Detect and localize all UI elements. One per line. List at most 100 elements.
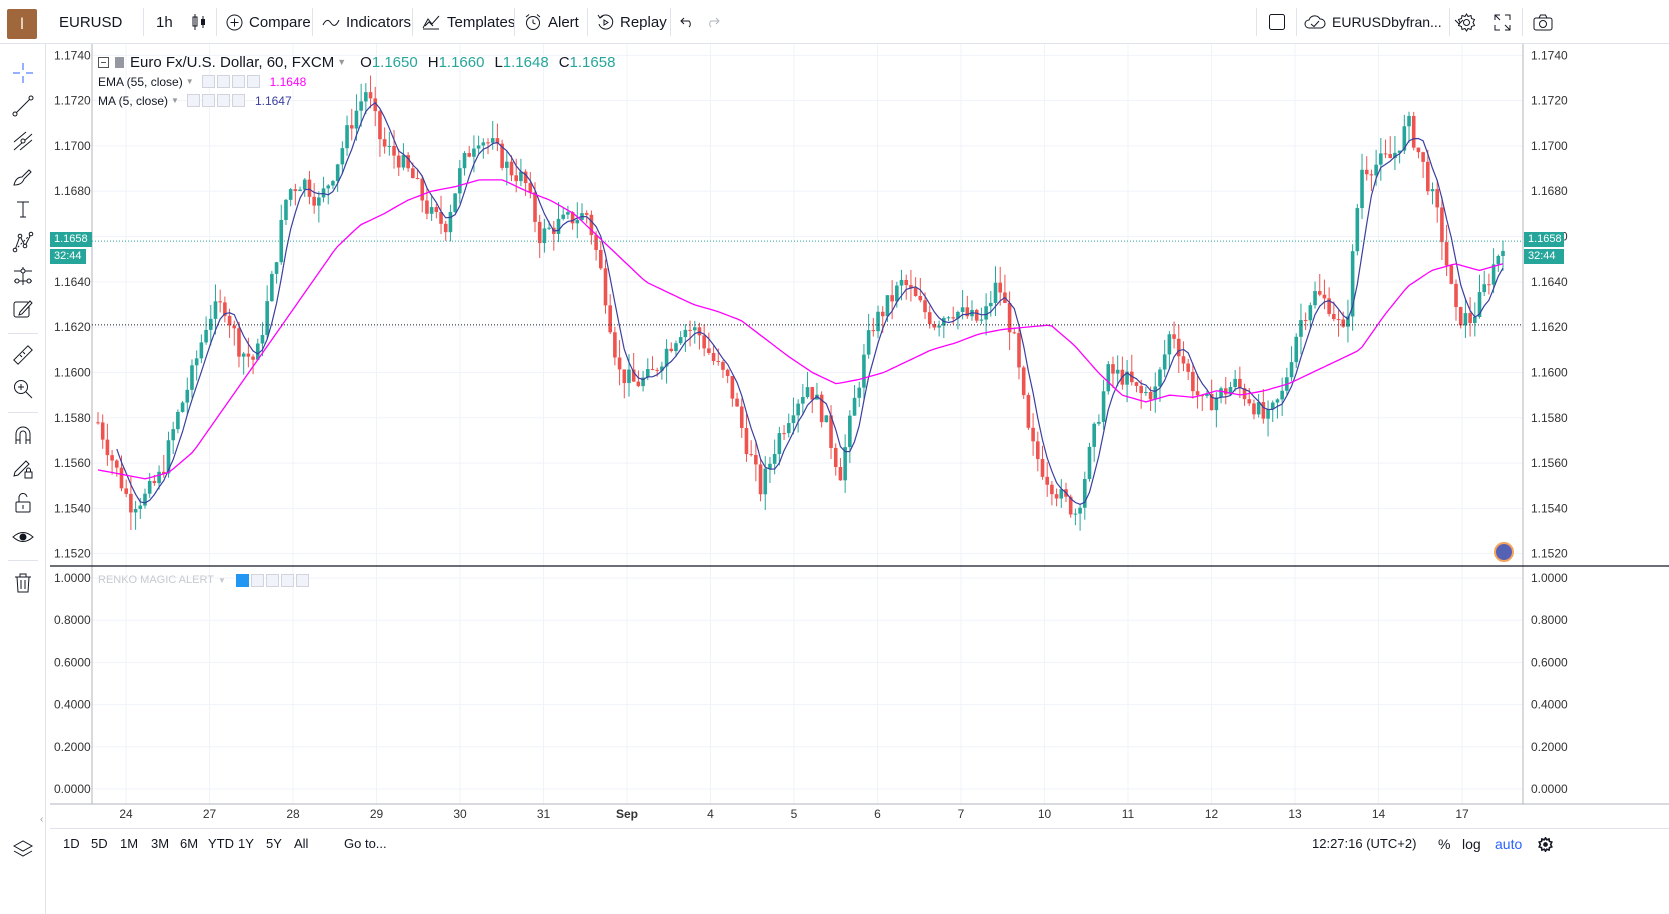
ma-settings-icon[interactable] (201, 94, 215, 107)
ema-visibility-icon[interactable] (201, 75, 215, 88)
ema-remove-icon[interactable] (246, 75, 260, 88)
crosshair-tool[interactable] (8, 58, 38, 88)
range-button-6m[interactable]: 6M (180, 836, 199, 851)
trend-line-tool[interactable] (8, 91, 38, 121)
auto-scale-button[interactable]: auto (1495, 836, 1523, 852)
range-button-5y[interactable]: 5Y (266, 836, 282, 851)
candle-body (791, 415, 796, 424)
templates-button[interactable]: Templates (422, 0, 515, 44)
candle-body (105, 439, 110, 456)
title-chevron-icon[interactable]: ▼ (337, 57, 347, 67)
candle-body (899, 279, 904, 286)
percent-scale-button[interactable]: % (1438, 836, 1451, 852)
events-globe-icon[interactable] (1494, 542, 1514, 562)
object-tree-button[interactable] (8, 834, 38, 864)
undo-button[interactable] (680, 0, 700, 44)
range-button-1d[interactable]: 1D (63, 836, 80, 851)
price-chart[interactable]: 1.1740 1.1740 1.1720 1.1720 1.1700 1.1700 1.16… (50, 44, 1669, 828)
ema-settings-icon[interactable] (216, 75, 230, 88)
candle-body (453, 193, 457, 212)
range-button-all[interactable]: All (294, 836, 309, 851)
price-tick-label: 1.1560 (1531, 456, 1568, 470)
candle-body (927, 312, 932, 325)
candle-body (1238, 378, 1242, 389)
remove-drawings-tool[interactable] (8, 568, 38, 598)
renko-visibility-icon[interactable] (235, 573, 249, 587)
ma-more-icon[interactable] (216, 94, 230, 107)
candle-body (1416, 147, 1421, 153)
interval-button[interactable]: 1h (156, 0, 173, 44)
ema-chevron-icon[interactable]: ▼ (185, 77, 194, 86)
collapse-toolbar-handle[interactable]: ‹ (40, 814, 44, 825)
zoom-tool[interactable] (8, 374, 38, 404)
clock-label[interactable]: 12:27:16 (UTC+2) (1312, 836, 1417, 851)
candle-body (1252, 403, 1256, 415)
candle-body (448, 211, 453, 233)
hide-drawings-tool[interactable] (8, 522, 38, 552)
range-button-ytd[interactable]: YTD (208, 836, 234, 851)
candle-body (692, 327, 697, 331)
tool-divider (8, 412, 38, 413)
snapshot-button[interactable] (1533, 0, 1559, 44)
chart-style-button[interactable] (190, 0, 214, 44)
price-tick-label-left: 1.1740 (54, 48, 91, 62)
tool-divider (8, 333, 38, 334)
settings-button[interactable] (1457, 0, 1482, 44)
indicator-tick-label: 0.4000 (1531, 698, 1568, 712)
alert-button[interactable]: Alert (524, 0, 579, 44)
symbol-search-button[interactable]: EURUSD (59, 0, 122, 44)
ma-visibility-icon[interactable] (186, 94, 200, 107)
open-value: 1.1650 (371, 53, 418, 71)
renko-settings-icon[interactable] (250, 573, 264, 587)
camera-icon (1533, 14, 1553, 30)
stay-in-drawing-mode-tool[interactable] (8, 454, 38, 484)
candle-body (570, 212, 575, 224)
candle-body (274, 262, 279, 274)
unlock-icon (15, 493, 31, 513)
candle-body (1303, 320, 1308, 322)
redo-button[interactable] (706, 0, 726, 44)
pitchfork-tool[interactable] (8, 126, 38, 156)
candle-body (758, 464, 763, 495)
candle-body (1106, 364, 1111, 392)
compare-button[interactable]: Compare (226, 0, 311, 44)
range-button-1m[interactable]: 1M (120, 836, 139, 851)
price-tick-label: 1.1540 (1531, 501, 1568, 515)
ma-remove-icon[interactable] (231, 94, 245, 107)
fullscreen-layout-button[interactable] (1268, 0, 1292, 44)
candle-body (932, 324, 937, 328)
prediction-tool[interactable] (8, 261, 38, 291)
renko-chevron-icon[interactable]: ▼ (217, 575, 226, 585)
goto-date-button[interactable]: Go to... (344, 836, 387, 851)
candle-body (270, 273, 274, 302)
range-button-3m[interactable]: 3M (151, 836, 170, 851)
ruler-tool[interactable] (8, 340, 38, 370)
chart-area[interactable]: 1.1740 1.1740 1.1720 1.1720 1.1700 1.1700 1.16… (50, 44, 1669, 914)
magnet-tool[interactable] (8, 420, 38, 450)
collapse-legend-icon[interactable] (98, 56, 109, 68)
indicators-button[interactable]: Indicators (322, 0, 411, 44)
candle-body (566, 212, 570, 215)
series-visibility-icon[interactable] (115, 56, 124, 68)
lock-drawings-tool[interactable] (8, 488, 38, 518)
brush-tool[interactable] (8, 161, 38, 191)
text-tool[interactable] (8, 194, 38, 224)
layout-name-label: EURUSDbyfran... (1332, 14, 1442, 30)
range-button-5d[interactable]: 5D (91, 836, 108, 851)
replay-button[interactable]: Replay (597, 0, 667, 44)
range-button-1y[interactable]: 1Y (238, 836, 254, 851)
ema-more-icon[interactable] (231, 75, 245, 88)
log-scale-button[interactable]: log (1462, 836, 1481, 852)
chart-settings-button[interactable] (1538, 829, 1553, 859)
fullscreen-button[interactable] (1494, 0, 1517, 44)
annotation-tool[interactable] (8, 294, 38, 324)
candle-body (1144, 391, 1148, 394)
layout-save-menu[interactable]: EURUSDbyfran... (1304, 0, 1470, 44)
user-avatar[interactable]: I (7, 9, 37, 39)
renko-source-icon[interactable] (265, 573, 279, 587)
ma-chevron-icon[interactable]: ▼ (171, 96, 179, 105)
countdown-tag-left: 32:44 (50, 249, 86, 264)
renko-remove-icon[interactable] (295, 573, 309, 587)
renko-more-icon[interactable] (280, 573, 294, 587)
pattern-tool[interactable] (8, 227, 38, 257)
